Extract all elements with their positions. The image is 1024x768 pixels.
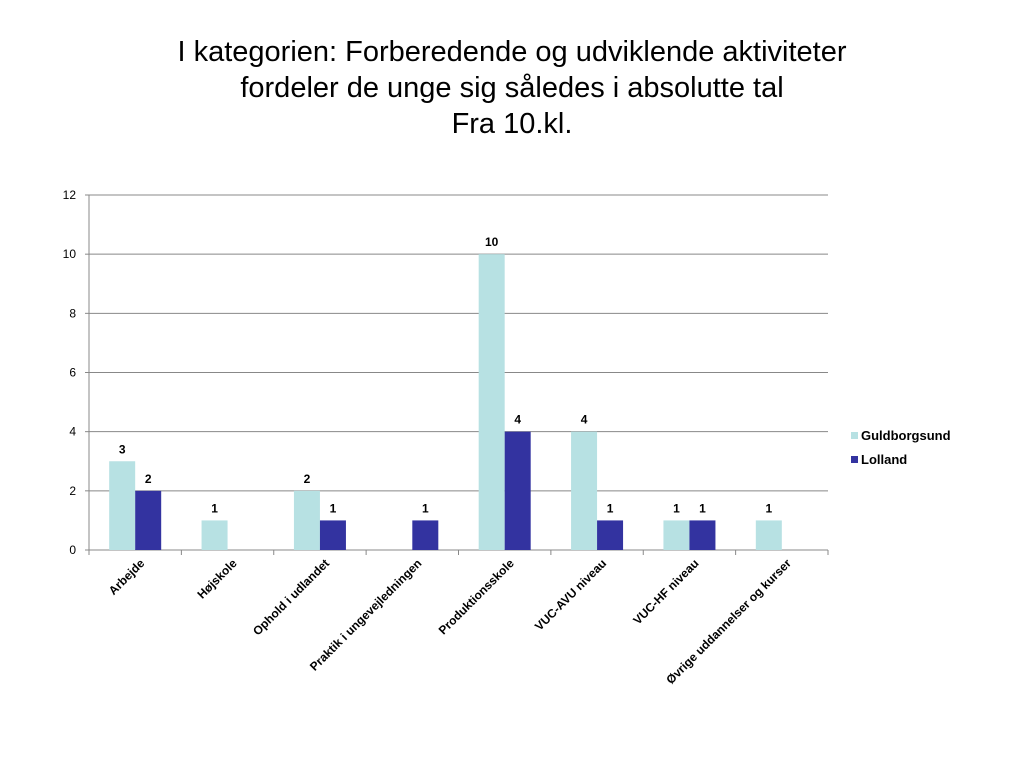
legend-label-guldborgsund: Guldborgsund [861, 428, 951, 443]
data-label: 1 [211, 501, 218, 515]
data-label: 2 [145, 472, 152, 486]
bar-guldborgsund [201, 520, 228, 550]
y-tick-label: 0 [69, 543, 76, 557]
bar-guldborgsund [755, 520, 782, 550]
data-label: 3 [119, 442, 126, 456]
bar-lolland [319, 520, 346, 550]
bar-lolland [504, 431, 531, 550]
legend-swatch-guldborgsund [851, 432, 858, 439]
bar-guldborgsund [478, 254, 505, 550]
category-label: Arbejde [106, 556, 148, 598]
data-label: 4 [514, 413, 521, 427]
y-tick-label: 4 [69, 425, 76, 439]
data-label: 1 [673, 501, 680, 515]
category-label: VUC-HF niveau [630, 556, 701, 627]
y-tick-label: 6 [69, 366, 76, 380]
y-tick-label: 10 [63, 247, 77, 261]
bar-guldborgsund [663, 520, 690, 550]
y-tick-label: 12 [63, 188, 77, 202]
bar-lolland [597, 520, 624, 550]
data-label: 1 [607, 501, 614, 515]
bar-guldborgsund [109, 461, 136, 550]
y-tick-label: 8 [69, 306, 76, 320]
y-tick-label: 2 [69, 484, 76, 498]
data-label: 1 [422, 501, 429, 515]
data-label: 2 [304, 472, 311, 486]
bar-lolland [412, 520, 439, 550]
category-label: Praktik i ungevejledningen [307, 556, 424, 673]
data-label: 1 [330, 501, 337, 515]
category-label: Højskole [194, 556, 239, 601]
category-label: Produktionsskole [436, 556, 517, 637]
title-line-2: fordeler de unge sig således i absolutte… [240, 72, 784, 104]
bar-guldborgsund [293, 490, 320, 550]
category-label: VUC-AVU niveau [532, 556, 609, 633]
chart-title: I kategorien: Forberedende og udviklende… [0, 34, 1024, 142]
data-label: 1 [765, 501, 772, 515]
title-line-1: I kategorien: Forberedende og udviklende… [177, 36, 847, 68]
bar-lolland [135, 490, 162, 550]
data-label: 10 [485, 235, 499, 249]
data-label: 1 [699, 501, 706, 515]
legend-swatch-lolland [851, 456, 858, 463]
legend-label-lolland: Lolland [861, 452, 907, 467]
category-label: Ophold i udlandet [250, 556, 332, 638]
bar-guldborgsund [571, 431, 598, 550]
title-line-3: Fra 10.kl. [451, 108, 573, 140]
data-label: 4 [581, 413, 588, 427]
bar-lolland [689, 520, 716, 550]
